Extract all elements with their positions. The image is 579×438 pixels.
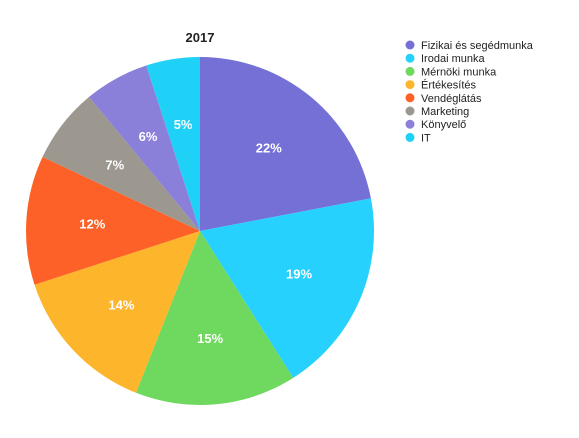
pie-slice-4 (34, 231, 200, 393)
legend-label-7: Könyvelő (421, 119, 466, 131)
legend-marker-4 (405, 80, 415, 90)
legend-marker-2 (405, 53, 415, 63)
legend-marker-1 (405, 40, 415, 50)
legend-marker-8 (405, 132, 415, 142)
legend-label-4: Értékesítés (421, 79, 477, 92)
legend-label-1: Fizikai és segédmunka (421, 40, 534, 52)
pie-slice-5 (26, 156, 201, 285)
pie-slice-label-7: 6% (139, 129, 158, 144)
legend-label-3: Mérnöki munka (421, 66, 497, 78)
pie-slice-2 (200, 198, 375, 378)
pie-slice-labels: 22% 19% 15% 14% 12% 7% 6% 5% (79, 117, 312, 346)
legend-label-8: IT (421, 132, 431, 144)
legend-marker-3 (405, 66, 415, 76)
pie-slice-label-6: 7% (105, 157, 124, 172)
pie-slice-label-4: 14% (108, 297, 134, 312)
pie-slice-1 (200, 57, 371, 231)
pie-slice-label-2: 19% (286, 266, 312, 281)
pie-slice-3 (135, 231, 294, 405)
legend-label-6: Marketing (421, 106, 469, 118)
pie-slice-7 (89, 65, 200, 232)
pie-slice-label-1: 22% (256, 140, 282, 155)
legend-label-2: Irodai munka (421, 53, 485, 65)
chart-title: 2017 (186, 30, 215, 45)
legend-marker-6 (405, 106, 415, 116)
legend-label-5: Vendéglátás (421, 93, 482, 105)
pie-slice-label-5: 12% (79, 217, 105, 232)
pie-slice-label-3: 15% (197, 331, 223, 346)
legend-marker-7 (405, 119, 415, 129)
pie-slice-label-8: 5% (174, 117, 193, 132)
pie-slice-8 (146, 57, 200, 231)
pie-slice-6 (42, 96, 201, 232)
legend-marker-5 (405, 93, 415, 103)
pie-slices (26, 57, 375, 405)
